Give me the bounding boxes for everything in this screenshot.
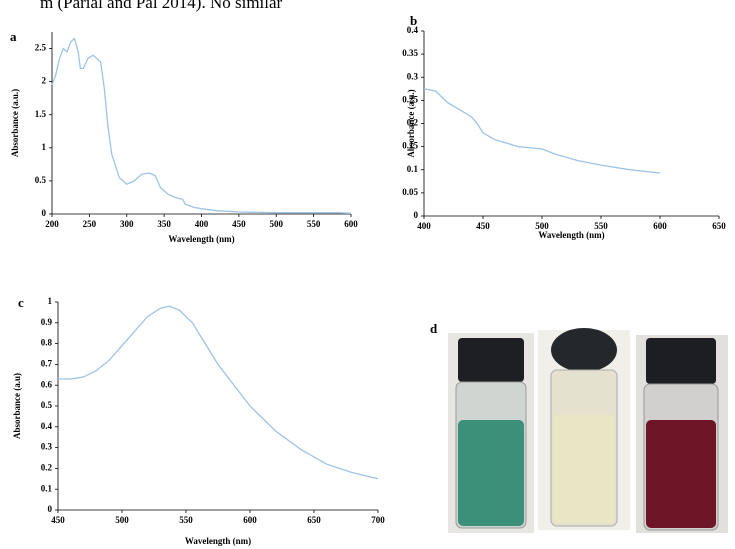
x-tick-label: 450 [232,219,246,229]
x-tick-label: 200 [45,219,59,229]
x-axis-label: Wavelength (nm) [168,234,234,244]
y-tick-label: 0.2 [407,118,419,128]
data-line [51,37,352,214]
x-tick-label: 550 [179,515,193,525]
y-tick-label: 0.4 [407,25,419,35]
x-tick-label: 400 [195,219,209,229]
panel-label: d [430,321,438,336]
x-tick-label: 500 [270,219,284,229]
y-axis-label: Absorbance (a.u) [12,373,22,439]
x-tick-label: 450 [476,221,490,231]
y-tick-label: 0.7 [41,358,53,368]
y-tick-label: 0.4 [41,421,53,431]
x-tick-label: 400 [417,221,431,231]
x-axis-label: Wavelength (nm) [538,230,604,240]
vial-liquid [646,420,716,528]
x-tick-label: 550 [307,219,321,229]
y-tick-label: 0.3 [41,442,53,452]
panel-label: c [18,295,24,310]
y-tick-label: 0.35 [402,48,418,58]
y-tick-label: 0.9 [41,317,53,327]
x-tick-label: 600 [243,515,257,525]
y-tick-label: 0.1 [41,483,53,493]
vial-cap [646,338,716,384]
y-tick-label: 0.15 [402,141,418,151]
vial-cap [458,338,524,382]
x-axis-label: Wavelength (nm) [185,536,251,546]
y-axis-label: Absorbance (a.u.) [10,89,20,157]
y-tick-label: 0 [414,210,419,220]
x-tick-label: 500 [115,515,129,525]
x-tick-label: 300 [120,219,134,229]
y-tick-label: 1.5 [35,109,47,119]
x-tick-label: 600 [344,219,358,229]
panel-label: b [410,13,417,28]
y-tick-label: 2 [42,76,47,86]
x-tick-label: 650 [307,515,321,525]
x-tick-label: 500 [535,221,549,231]
y-tick-label: 0.25 [402,94,418,104]
y-tick-label: 0.2 [41,462,53,472]
data-line [58,305,379,480]
photo-panel: d [430,321,728,533]
y-tick-label: 0.05 [402,187,418,197]
x-tick-label: 450 [51,515,65,525]
y-tick-label: 0.5 [41,400,53,410]
y-tick-label: 0.1 [407,164,419,174]
y-tick-label: 1 [42,142,47,152]
x-tick-label: 700 [371,515,385,525]
y-tick-label: 0.3 [407,71,419,81]
y-axis-label: Absorbance (a.u.) [406,89,416,157]
y-tick-label: 0 [48,504,53,514]
x-tick-label: 600 [653,221,667,231]
y-tick-label: 0.5 [35,175,47,185]
vial-liquid [553,415,615,523]
x-tick-label: 550 [594,221,608,231]
x-tick-label: 350 [157,219,171,229]
y-tick-label: 1 [48,296,53,306]
vial-cap [551,328,617,372]
x-tick-label: 250 [83,219,97,229]
vial-liquid [458,420,524,526]
y-tick-label: 0.6 [41,379,53,389]
x-tick-label: 650 [712,221,726,231]
panel-label: a [10,29,17,44]
header-text: m (Parial and Pal 2014). No similar [40,0,283,12]
y-tick-label: 0 [42,208,47,218]
y-tick-label: 0.8 [41,338,53,348]
y-tick-label: 2.5 [35,43,47,53]
data-line [423,88,661,174]
